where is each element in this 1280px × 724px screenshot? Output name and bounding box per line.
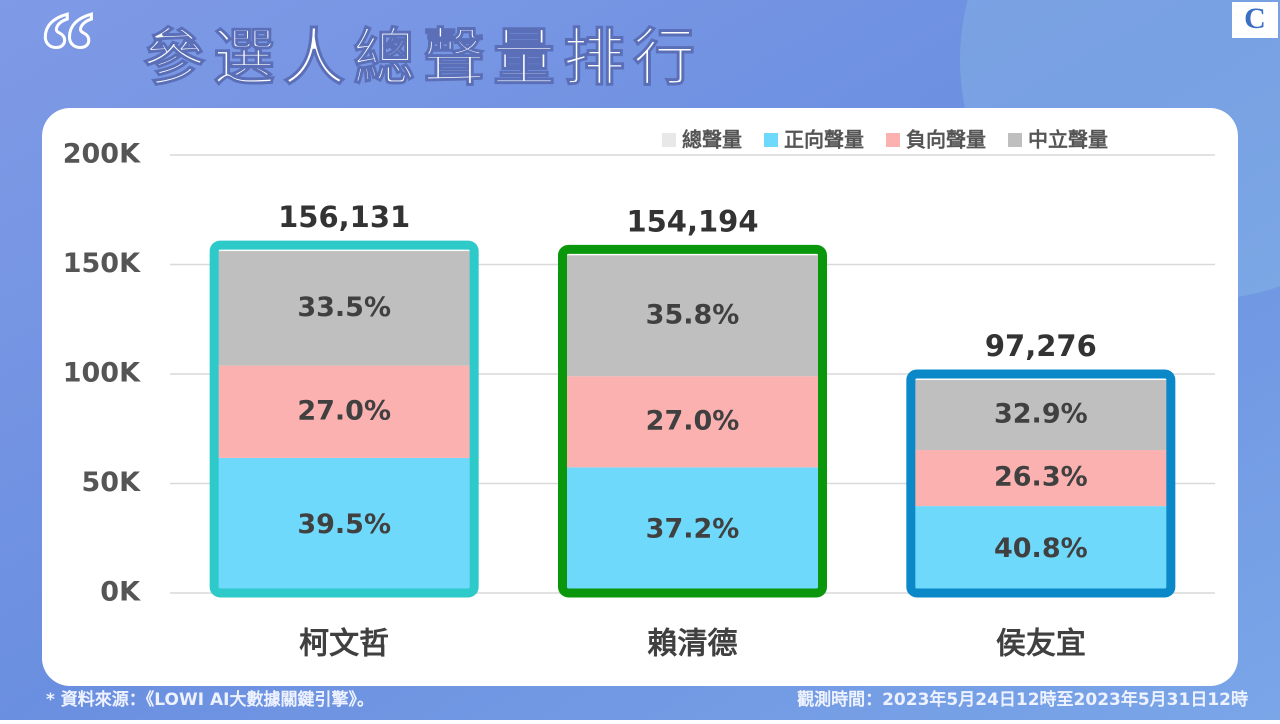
total-label: 156,131 <box>278 200 410 234</box>
segment-label: 32.9% <box>994 399 1088 430</box>
bar-outline <box>906 369 1176 598</box>
segment-label: 35.8% <box>646 299 740 330</box>
quote-mark: “ <box>40 0 95 111</box>
bar-segment <box>218 251 471 366</box>
legend-swatch <box>886 133 900 147</box>
bar-segment <box>914 379 1167 451</box>
bar-outline <box>558 244 827 598</box>
bar-segment <box>218 365 471 458</box>
title: 參選人總聲量排行 <box>143 21 703 94</box>
bar-segment <box>914 450 1167 507</box>
legend-label: 正向聲量 <box>784 128 864 152</box>
bar-outline <box>209 240 479 598</box>
x-tick-label: 賴清德 <box>648 627 738 662</box>
period-note: 觀測時間：2023年5月24日12時至2023年5月31日12時 <box>797 689 1248 710</box>
y-tick-label: 100K <box>63 358 141 389</box>
legend-label: 中立聲量 <box>1028 128 1108 152</box>
segment-label: 37.2% <box>646 514 740 545</box>
bar-segment <box>566 376 819 468</box>
logo: C <box>1244 2 1266 35</box>
segment-label: 27.0% <box>297 395 391 426</box>
segment-label: 40.8% <box>994 533 1088 564</box>
y-tick-label: 150K <box>63 248 141 279</box>
bar-segment <box>218 457 471 593</box>
bar-segment <box>566 467 819 593</box>
segment-label: 27.0% <box>646 405 740 436</box>
y-tick-label: 50K <box>82 467 142 498</box>
legend-swatch <box>1008 133 1022 147</box>
logo-box <box>1232 2 1278 38</box>
legend-label: 總聲量 <box>682 128 742 152</box>
legend-swatch <box>764 133 778 147</box>
segment-label: 33.5% <box>297 292 391 323</box>
y-tick-label: 0K <box>100 577 141 608</box>
x-tick-label: 侯友宜 <box>996 627 1086 662</box>
segment-label: 26.3% <box>994 462 1088 493</box>
bar-segment <box>914 506 1167 593</box>
y-tick-label: 200K <box>63 139 141 170</box>
total-label: 97,276 <box>985 329 1097 363</box>
legend-swatch <box>662 133 676 147</box>
segment-label: 39.5% <box>297 509 391 540</box>
x-tick-label: 柯文哲 <box>299 627 389 662</box>
source-note: * 資料來源：《LOWI AI大數據關鍵引擎》。 <box>46 689 374 710</box>
bar-segment <box>566 255 819 377</box>
legend-label: 負向聲量 <box>906 128 986 152</box>
total-label: 154,194 <box>626 204 758 238</box>
